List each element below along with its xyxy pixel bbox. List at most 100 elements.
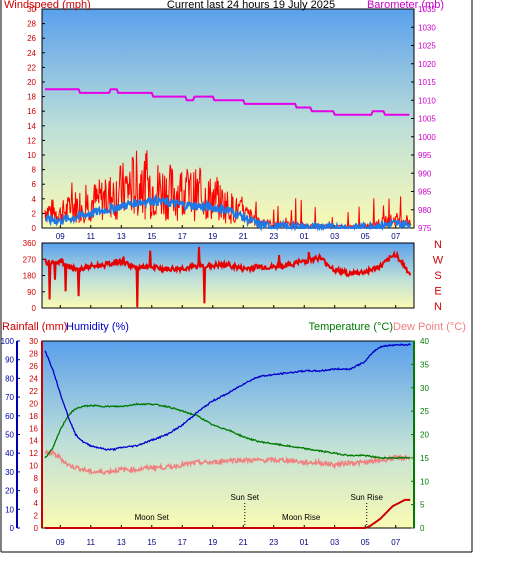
rain-tick-label: 22 (29, 387, 38, 396)
temperature-tick-label: 0 (420, 524, 425, 533)
windspeed-tick-label: 8 (32, 166, 37, 175)
temp-plot-area (41, 340, 415, 529)
x-tick-label-top: 23 (269, 232, 278, 241)
barometer-series (45, 88, 410, 116)
chart-title: Current last 24 hours 19 July 2025 (167, 0, 335, 11)
x-tick-label-bottom: 07 (391, 538, 400, 547)
x-tick-label-top: 15 (147, 232, 156, 241)
temperature-tick-label: 10 (420, 477, 429, 486)
temperature-tick-label: 35 (420, 360, 429, 369)
windspeed-tick-label: 26 (27, 34, 36, 43)
temperature-axis-title: Temperature (°C) (309, 321, 393, 333)
rain-tick-label: 10 (29, 462, 38, 471)
rain-tick-label: 16 (29, 424, 38, 433)
rain-tick-label: 4 (34, 499, 39, 508)
direction-tick-label: 90 (27, 288, 36, 297)
rainfall-axis-title: Rainfall (mm) (2, 321, 67, 333)
x-tick-label-bottom: 13 (117, 538, 126, 547)
barometer-tick-label: 1010 (418, 96, 436, 105)
windspeed-tick-label: 24 (27, 49, 36, 58)
rain-tick-label: 28 (29, 349, 38, 358)
x-tick-label-bottom: 17 (178, 538, 187, 547)
x-tick-label-bottom: 09 (56, 538, 65, 547)
windspeed-tick-label: 6 (32, 180, 37, 189)
temperature-tick-label: 30 (420, 384, 429, 393)
compass-label: S (434, 270, 441, 282)
rain-tick-label: 12 (29, 449, 38, 458)
x-tick-label-bottom: 23 (269, 538, 278, 547)
barometer-tick-label: 990 (418, 169, 432, 178)
humidity-tick-label: 100 (1, 337, 15, 346)
compass-label: E (434, 286, 441, 298)
windspeed-tick-label: 20 (27, 78, 36, 87)
temperature-tick-label: 20 (420, 431, 429, 440)
direction-tick-label: 0 (32, 304, 37, 313)
rain-tick-label: 30 (29, 337, 38, 346)
rain-tick-label: 0 (34, 524, 39, 533)
barometer-tick-label: 1000 (418, 133, 436, 142)
windspeed-tick-label: 30 (27, 5, 36, 14)
humidity-tick-label: 10 (5, 505, 14, 514)
rainfall-series (45, 498, 411, 529)
barometer-tick-label: 985 (418, 188, 432, 197)
x-tick-label-top: 11 (87, 232, 96, 241)
humidity-tick-label: 0 (10, 524, 15, 533)
direction-tick-label: 180 (23, 272, 37, 281)
x-tick-label-top: 01 (300, 232, 309, 241)
direction-plot-area (41, 242, 415, 309)
astro-annotation-label: Sun Set (231, 493, 260, 502)
windspeed-axis-title: Windspeed (mph) (4, 0, 91, 11)
windspeed-tick-label: 28 (27, 20, 36, 29)
annotation-layer: Moon Set Sun Set Moon Rise Sun Rise (135, 493, 384, 528)
barometer-tick-label: 1025 (418, 42, 436, 51)
temperature-series (44, 402, 411, 460)
axes-layer: 0909111113131515171719192121232301010303… (1, 5, 444, 547)
x-tick-label-top: 17 (178, 232, 187, 241)
barometer-tick-label: 1015 (418, 78, 436, 87)
x-tick-label-bottom: 01 (300, 538, 309, 547)
windspeed-tick-label: 22 (27, 63, 36, 72)
x-tick-label-bottom: 03 (330, 538, 339, 547)
astro-annotation-label: Sun Rise (351, 493, 384, 502)
humidity-tick-label: 30 (5, 468, 14, 477)
temperature-tick-label: 5 (420, 501, 425, 510)
x-tick-label-top: 21 (239, 232, 248, 241)
barometer-tick-label: 1030 (418, 23, 436, 32)
humidity-series (44, 343, 411, 452)
humidity-tick-label: 60 (5, 412, 14, 421)
compass-label: N (434, 301, 442, 313)
windspeed-tick-label: 16 (27, 107, 36, 116)
series-layer (44, 88, 412, 529)
temperature-tick-label: 15 (420, 454, 429, 463)
compass-label: N (434, 239, 442, 251)
barometer-tick-label: 975 (418, 224, 432, 233)
direction-tick-label: 270 (23, 255, 37, 264)
x-tick-label-top: 13 (117, 232, 126, 241)
wind-gust-series (44, 150, 412, 230)
rain-tick-label: 24 (29, 374, 38, 383)
astro-annotation-label: Moon Set (135, 513, 170, 522)
barometer-tick-label: 1020 (418, 60, 436, 69)
rain-tick-label: 26 (29, 362, 38, 371)
wind-direction-series (44, 246, 412, 308)
humidity-tick-label: 50 (5, 431, 14, 440)
x-tick-label-bottom: 05 (361, 538, 370, 547)
humidity-tick-label: 20 (5, 487, 14, 496)
windspeed-tick-label: 18 (27, 93, 36, 102)
dewpoint-axis-title: Dew Point (°C) (393, 321, 466, 333)
humidity-tick-label: 80 (5, 374, 14, 383)
humidity-axis-title: Humidity (%) (66, 321, 129, 333)
rain-tick-label: 8 (34, 474, 39, 483)
rain-tick-label: 6 (34, 487, 39, 496)
barometer-tick-label: 1035 (418, 5, 436, 14)
rain-tick-label: 14 (29, 437, 38, 446)
barometer-tick-label: 1005 (418, 115, 436, 124)
x-tick-label-top: 05 (361, 232, 370, 241)
wind-average-series (45, 193, 412, 232)
dewpoint-series (45, 449, 411, 476)
windspeed-tick-label: 14 (27, 122, 36, 131)
x-tick-label-top: 09 (56, 232, 65, 241)
barometer-axis-title: Barometer (mb) (367, 0, 444, 11)
